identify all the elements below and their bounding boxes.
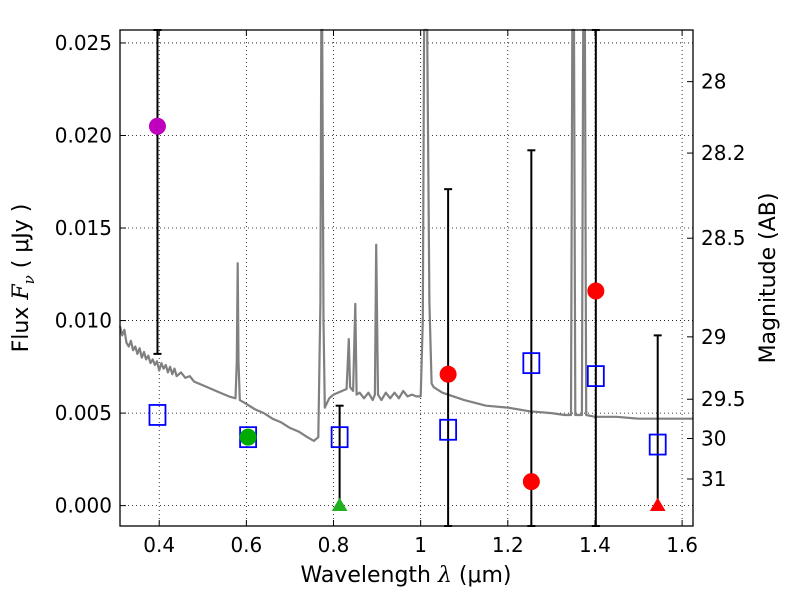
y2-tick-label: 31 [701, 467, 726, 491]
model-photometry-square [330, 426, 349, 449]
y-tick-label: 0.015 [55, 216, 112, 240]
x-axis-ticks: 0.4 0.6 0.8 1 1.2 1.4 1.6 [143, 30, 698, 557]
y-tick-label: 0.000 [55, 494, 112, 518]
model-spectrum-line [118, 28, 693, 442]
model-photometry-square [148, 404, 167, 426]
model-photometry-square [586, 365, 605, 387]
y2-tick-label: 30 [701, 426, 726, 450]
y-tick-label: 0.020 [55, 123, 112, 147]
x-tick-label: 1.4 [579, 533, 611, 557]
y2-tick-label: 28.2 [701, 141, 746, 165]
x-tick-label: 1.2 [492, 533, 524, 557]
upper-limit-triangle [331, 497, 348, 512]
model-photometry-square [522, 352, 541, 375]
y-axis-title: Flux Fν ( μJy ) [9, 204, 38, 353]
y2-tick-label: 29.5 [701, 387, 746, 411]
y-tick-label: 0.010 [55, 309, 112, 333]
y2-tick-label: 28.5 [701, 226, 746, 250]
model-photometry-square [439, 418, 458, 441]
plot-background [120, 30, 693, 526]
model-spectrum-layer [118, 28, 693, 442]
x-axis-title: Wavelength λ (μm) [300, 563, 511, 588]
x-tick-label: 0.6 [230, 533, 262, 557]
observed-flux-point [148, 117, 166, 135]
model-photometry-square [648, 433, 667, 456]
y-tick-label: 0.025 [55, 31, 112, 55]
observed-flux-point [522, 473, 540, 491]
y-tick-label: 0.005 [55, 401, 112, 425]
x-tick-label: 0.8 [318, 533, 350, 557]
y2-tick-label: 28 [701, 70, 726, 94]
y-axis-ticks: 0.000 0.005 0.010 0.015 0.020 0.025 [55, 31, 126, 518]
y2-axis-title: Magnitude (AB) [756, 193, 781, 364]
y2-axis-ticks: 28 28.2 28.5 29 29.5 30 31 [687, 70, 746, 491]
x-tick-label: 1 [414, 533, 427, 557]
x-tick-label: 1.6 [666, 533, 698, 557]
observed-flux-point [587, 282, 605, 300]
errorbar-layer [153, 29, 662, 527]
plot-frame [119, 29, 694, 527]
x-tick-label: 0.4 [143, 533, 175, 557]
observed-flux-point [239, 428, 257, 446]
marker-layer [148, 117, 667, 512]
observed-flux-point [439, 365, 457, 383]
y2-tick-label: 29 [701, 325, 726, 349]
upper-limit-triangle [649, 497, 666, 512]
